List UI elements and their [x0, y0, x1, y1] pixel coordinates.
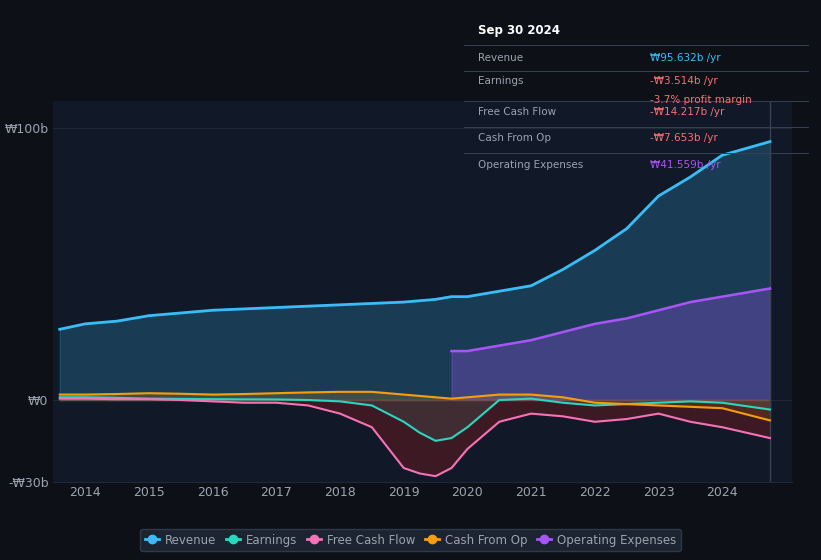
Text: Operating Expenses: Operating Expenses — [478, 160, 583, 170]
Text: -₩7.653b /yr: -₩7.653b /yr — [650, 133, 718, 143]
Text: -₩14.217b /yr: -₩14.217b /yr — [650, 107, 724, 117]
Text: Cash From Op: Cash From Op — [478, 133, 551, 143]
Text: Earnings: Earnings — [478, 76, 523, 86]
Legend: Revenue, Earnings, Free Cash Flow, Cash From Op, Operating Expenses: Revenue, Earnings, Free Cash Flow, Cash … — [140, 529, 681, 551]
Text: Revenue: Revenue — [478, 53, 523, 63]
Text: -₩3.514b /yr: -₩3.514b /yr — [650, 76, 718, 86]
Text: ₩41.559b /yr: ₩41.559b /yr — [650, 160, 721, 170]
Text: ₩95.632b /yr: ₩95.632b /yr — [650, 53, 721, 63]
Text: Free Cash Flow: Free Cash Flow — [478, 107, 556, 117]
Text: Sep 30 2024: Sep 30 2024 — [478, 25, 560, 38]
Text: -3.7% profit margin: -3.7% profit margin — [650, 95, 752, 105]
